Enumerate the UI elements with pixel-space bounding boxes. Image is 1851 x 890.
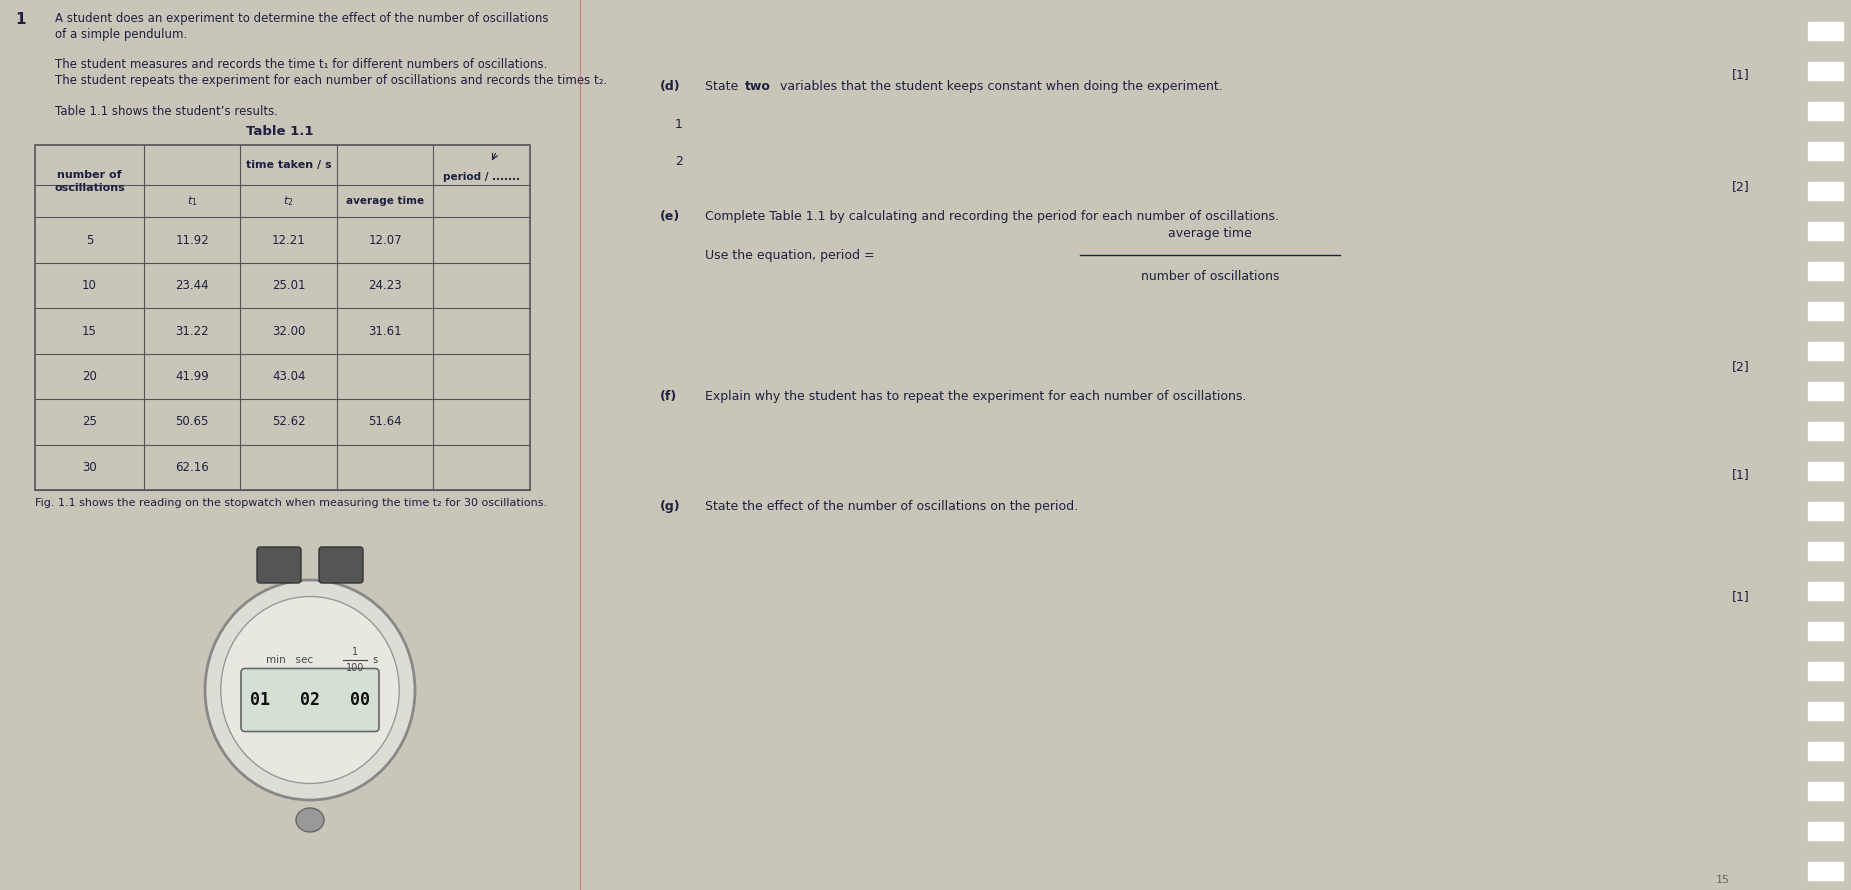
FancyBboxPatch shape <box>1808 742 1844 760</box>
Text: 24.23: 24.23 <box>368 279 402 292</box>
FancyBboxPatch shape <box>1808 582 1844 600</box>
Text: variables that the student keeps constant when doing the experiment.: variables that the student keeps constan… <box>776 80 1224 93</box>
FancyBboxPatch shape <box>1808 102 1844 120</box>
FancyBboxPatch shape <box>1808 62 1844 80</box>
FancyBboxPatch shape <box>1808 702 1844 720</box>
FancyBboxPatch shape <box>1808 262 1844 280</box>
Text: period / .......: period / ....... <box>442 173 520 182</box>
FancyBboxPatch shape <box>1808 782 1844 800</box>
FancyBboxPatch shape <box>1808 342 1844 360</box>
Text: $t_1$: $t_1$ <box>187 194 198 208</box>
Text: (f): (f) <box>661 390 677 403</box>
FancyBboxPatch shape <box>1808 222 1844 240</box>
Text: min   sec: min sec <box>267 655 313 665</box>
Text: s: s <box>372 655 378 665</box>
Text: 32.00: 32.00 <box>272 325 305 337</box>
Text: 25.01: 25.01 <box>272 279 305 292</box>
Text: 20: 20 <box>81 370 96 383</box>
Text: (e): (e) <box>661 210 681 223</box>
FancyBboxPatch shape <box>1808 542 1844 560</box>
Ellipse shape <box>205 580 415 800</box>
Text: [2]: [2] <box>1733 360 1749 373</box>
FancyBboxPatch shape <box>1808 302 1844 320</box>
Text: 52.62: 52.62 <box>272 416 305 428</box>
Text: [1]: [1] <box>1733 590 1749 603</box>
Text: 62.16: 62.16 <box>176 461 209 473</box>
FancyBboxPatch shape <box>1808 462 1844 480</box>
Text: 15: 15 <box>81 325 96 337</box>
Text: 31.61: 31.61 <box>368 325 402 337</box>
Text: 31.22: 31.22 <box>176 325 209 337</box>
Text: 50.65: 50.65 <box>176 416 209 428</box>
FancyBboxPatch shape <box>1808 182 1844 200</box>
FancyBboxPatch shape <box>241 668 379 732</box>
Text: Use the equation, period =: Use the equation, period = <box>705 248 879 262</box>
Text: 51.64: 51.64 <box>368 416 402 428</box>
Text: 41.99: 41.99 <box>176 370 209 383</box>
FancyBboxPatch shape <box>1808 662 1844 680</box>
Text: State: State <box>705 80 742 93</box>
FancyBboxPatch shape <box>318 547 363 583</box>
Text: 12.07: 12.07 <box>368 234 402 247</box>
Text: State the effect of the number of oscillations on the period.: State the effect of the number of oscill… <box>705 500 1077 513</box>
Ellipse shape <box>220 596 400 783</box>
Text: The student repeats the experiment for each number of oscillations and records t: The student repeats the experiment for e… <box>56 74 607 87</box>
Text: Fig. 1.1 shows the reading on the stopwatch when measuring the time t₂ for 30 os: Fig. 1.1 shows the reading on the stopwa… <box>35 498 548 508</box>
Text: [1]: [1] <box>1733 468 1749 481</box>
Text: number of oscillations: number of oscillations <box>1140 271 1279 284</box>
FancyBboxPatch shape <box>1808 142 1844 160</box>
Text: 23.44: 23.44 <box>176 279 209 292</box>
Text: The student measures and records the time t₁ for different numbers of oscillatio: The student measures and records the tim… <box>56 58 548 71</box>
Text: 25: 25 <box>81 416 96 428</box>
FancyBboxPatch shape <box>1808 502 1844 520</box>
FancyBboxPatch shape <box>1808 822 1844 840</box>
Text: 11.92: 11.92 <box>176 234 209 247</box>
Text: 15: 15 <box>1716 875 1731 885</box>
Text: 1: 1 <box>352 647 357 657</box>
Text: of a simple pendulum.: of a simple pendulum. <box>56 28 187 41</box>
FancyBboxPatch shape <box>1808 422 1844 440</box>
Text: [2]: [2] <box>1733 180 1749 193</box>
Ellipse shape <box>296 808 324 832</box>
Text: (d): (d) <box>661 80 681 93</box>
Text: average time: average time <box>346 196 424 206</box>
Text: average time: average time <box>1168 226 1251 239</box>
Text: 43.04: 43.04 <box>272 370 305 383</box>
Text: 12.21: 12.21 <box>272 234 305 247</box>
Text: Complete Table 1.1 by calculating and recording the period for each number of os: Complete Table 1.1 by calculating and re… <box>705 210 1279 223</box>
Text: $t_2$: $t_2$ <box>283 194 294 208</box>
FancyBboxPatch shape <box>1808 622 1844 640</box>
FancyBboxPatch shape <box>1808 862 1844 880</box>
Bar <box>35 145 529 490</box>
Text: 5: 5 <box>85 234 93 247</box>
Text: number of
oscillations: number of oscillations <box>54 170 124 193</box>
Text: A student does an experiment to determine the effect of the number of oscillatio: A student does an experiment to determin… <box>56 12 548 25</box>
Text: 1: 1 <box>676 118 683 131</box>
FancyBboxPatch shape <box>257 547 302 583</box>
Text: 100: 100 <box>346 663 365 673</box>
Text: 01   02   00: 01 02 00 <box>250 691 370 709</box>
Text: 2: 2 <box>676 155 683 168</box>
Text: two: two <box>744 80 770 93</box>
FancyBboxPatch shape <box>1808 22 1844 40</box>
Text: Table 1.1 shows the student’s results.: Table 1.1 shows the student’s results. <box>56 105 278 118</box>
Text: 10: 10 <box>81 279 96 292</box>
Text: 30: 30 <box>81 461 96 473</box>
FancyBboxPatch shape <box>1808 382 1844 400</box>
Text: Explain why the student has to repeat the experiment for each number of oscillat: Explain why the student has to repeat th… <box>705 390 1246 403</box>
Text: (g): (g) <box>661 500 681 513</box>
Text: 1: 1 <box>15 12 26 27</box>
Text: [1]: [1] <box>1733 68 1749 81</box>
Text: time taken / s: time taken / s <box>246 160 331 170</box>
Text: Table 1.1: Table 1.1 <box>246 125 315 138</box>
